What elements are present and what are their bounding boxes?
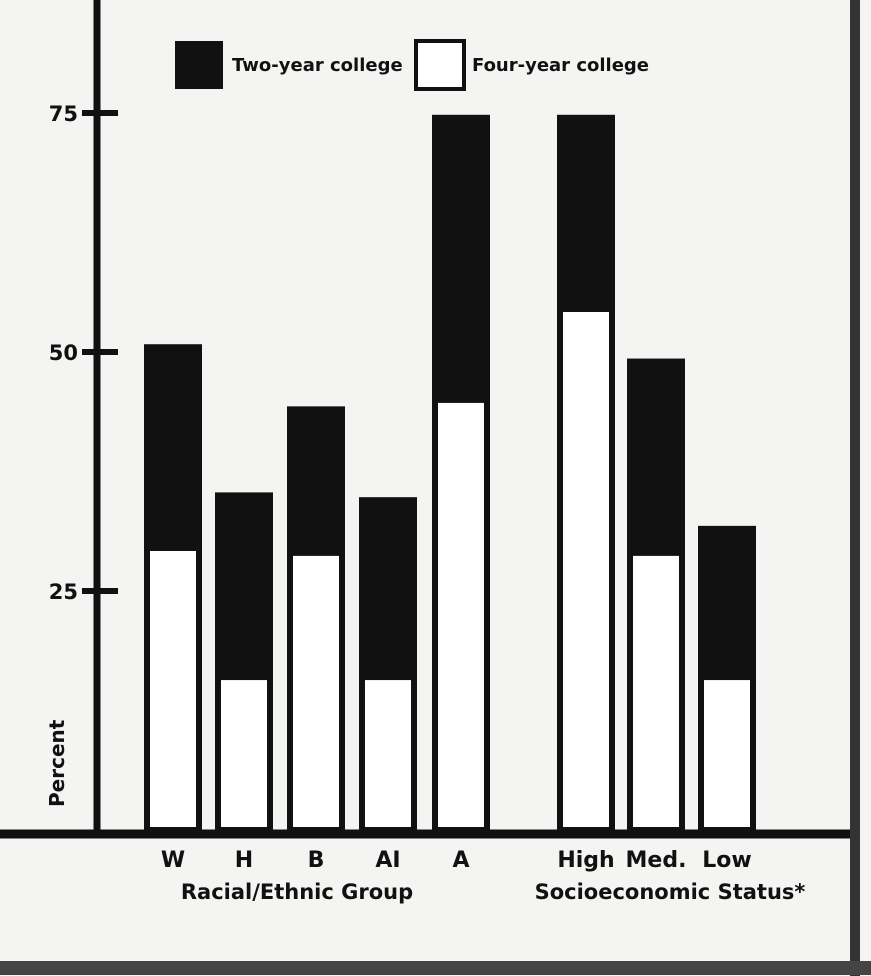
category-label-ai: AI [375,848,400,873]
bar-four-year-b [287,549,345,833]
labels: W H B AI A High Med. Low Racial/Ethnic Group Soci… [161,848,806,904]
category-label-h: H [235,848,253,873]
bar-four-year-w [144,544,202,833]
legend-label-four-year: Four-year college [472,55,649,76]
bar-two-year-w [144,344,202,551]
bar-four-year-high [557,305,615,834]
legend-label-two-year: Two-year college [232,55,403,76]
bar-two-year-low [698,525,756,681]
bars [144,114,756,834]
y-tick-label-75: 75 [49,102,78,126]
legend-swatch-two-year [175,41,223,89]
y-axis-label: Percent [45,719,69,807]
category-label-high: High [557,848,614,873]
bar-two-year-a [432,114,490,403]
bar-four-year-ai [359,674,417,833]
bar-four-year-low [698,674,756,833]
bar-two-year-b [287,406,345,556]
bar-two-year-med [627,358,685,556]
group-label-socioeconomic: Socioeconomic Status* [535,880,806,904]
bar-four-year-h [215,674,273,833]
legend-swatch-four-year [414,39,466,91]
bar-four-year-a [432,396,490,833]
bar-four-year-med [627,549,685,833]
category-label-w: W [161,848,185,873]
group-label-racial-ethnic: Racial/Ethnic Group [181,880,413,904]
bar-two-year-high [557,114,615,312]
legend: Two-year college Four-year college [175,39,649,91]
category-label-b: B [308,848,325,873]
category-label-a: A [452,848,469,873]
y-tick-label-25: 25 [49,580,78,604]
y-tick-label-50: 50 [49,341,78,365]
bar-two-year-h [215,492,273,681]
bar-two-year-ai [359,497,417,681]
category-label-low: Low [702,848,751,873]
category-label-med: Med. [626,848,687,873]
